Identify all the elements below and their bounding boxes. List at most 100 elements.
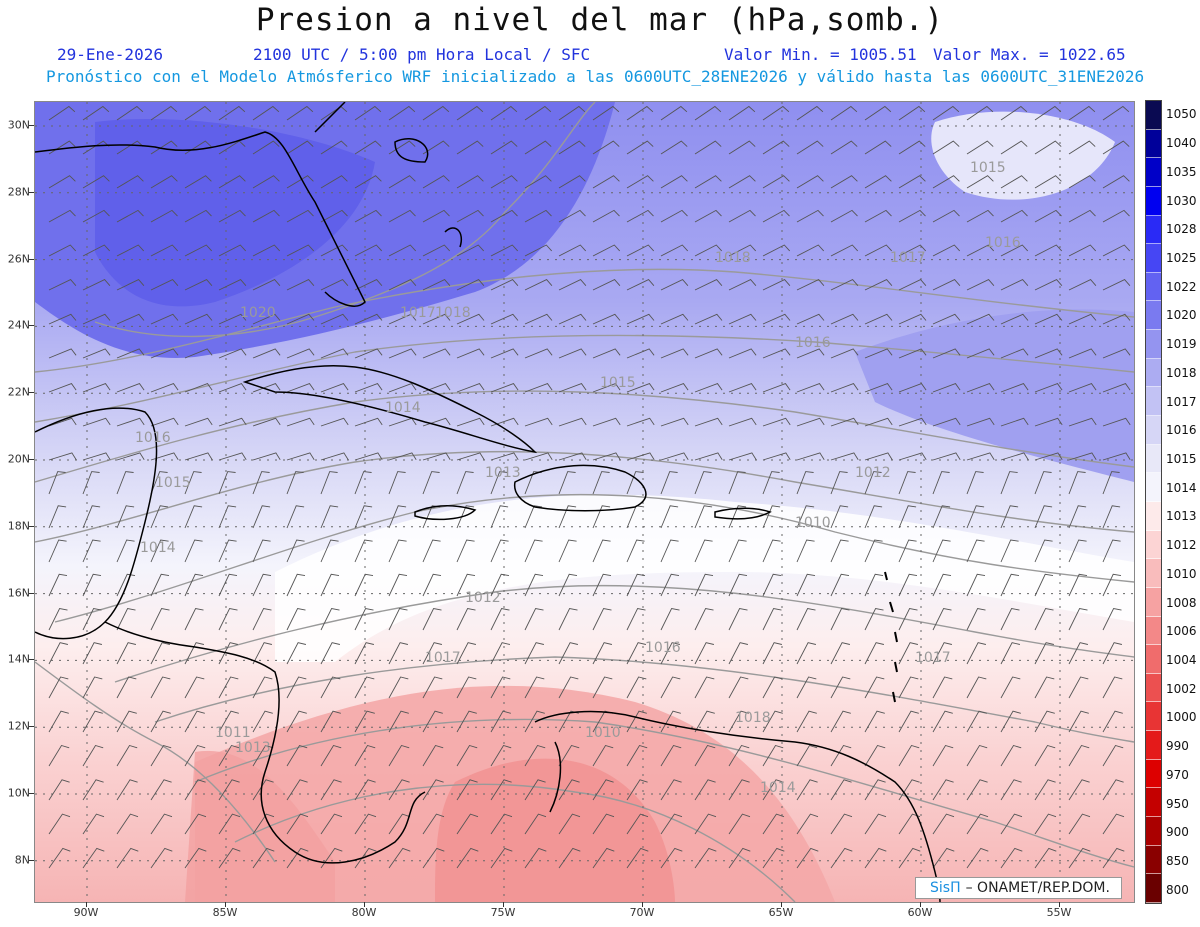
wind-barb bbox=[48, 573, 68, 597]
wind-barb bbox=[388, 209, 416, 223]
wind-barb bbox=[354, 847, 377, 869]
wind-barb bbox=[490, 417, 519, 427]
wind-barb bbox=[320, 847, 343, 869]
wind-barb bbox=[1102, 452, 1131, 461]
isobar-label: 1013 bbox=[485, 465, 521, 481]
wind-barb bbox=[864, 813, 887, 835]
color-scale-cell bbox=[1146, 759, 1161, 789]
wind-barb bbox=[728, 105, 756, 121]
wind-barb bbox=[422, 140, 450, 155]
latitude-tick bbox=[29, 325, 34, 327]
wind-barb bbox=[694, 813, 717, 835]
color-scale-label: 850 bbox=[1166, 853, 1189, 868]
wind-barb bbox=[490, 847, 513, 869]
wind-barb bbox=[354, 348, 383, 359]
latitude-label: 10N bbox=[7, 786, 30, 800]
wind-barb bbox=[1034, 642, 1055, 665]
isobar-coast-w bbox=[35, 661, 276, 863]
wind-barb bbox=[1034, 539, 1053, 563]
wind-barb bbox=[558, 209, 586, 223]
wind-barb bbox=[184, 847, 207, 869]
wind-barb bbox=[762, 471, 780, 495]
wind-barb bbox=[116, 313, 145, 325]
wind-barb bbox=[218, 539, 237, 563]
wind-barb bbox=[592, 313, 621, 325]
wind-barb bbox=[388, 847, 411, 869]
wind-barb bbox=[830, 140, 858, 155]
wind-barb bbox=[762, 710, 783, 733]
wind-barb bbox=[626, 279, 655, 291]
wind-barb bbox=[830, 813, 853, 835]
wind-barb bbox=[1068, 383, 1097, 393]
wind-barb bbox=[830, 744, 852, 767]
wind-barb bbox=[932, 140, 960, 155]
wind-barb bbox=[184, 348, 213, 359]
wind-barb bbox=[456, 209, 484, 223]
wind-barb bbox=[694, 573, 714, 597]
longitude-tick bbox=[503, 902, 504, 907]
wind-barb bbox=[830, 573, 850, 597]
wind-barb bbox=[660, 140, 688, 155]
wind-barb bbox=[82, 744, 104, 767]
wind-barb bbox=[116, 279, 145, 291]
wind-barb bbox=[660, 779, 682, 801]
wind-barb bbox=[320, 676, 341, 699]
wind-barb bbox=[286, 744, 308, 767]
wind-barb bbox=[150, 313, 179, 325]
color-scale-cell bbox=[1146, 129, 1161, 159]
pressure-map: 1015 1016 1017 1018 1020 1018 1017 1016 1015 1014… bbox=[34, 101, 1135, 903]
wind-barb bbox=[150, 417, 179, 427]
wind-barb bbox=[864, 140, 892, 155]
wind-barb bbox=[728, 813, 751, 835]
wind-barb bbox=[218, 417, 247, 427]
isobar-label: 1014 bbox=[140, 540, 176, 556]
wind-barb bbox=[1034, 140, 1062, 155]
wind-barb bbox=[1000, 573, 1020, 597]
wind-barb bbox=[1068, 847, 1091, 869]
wind-barb bbox=[932, 607, 952, 631]
wind-barb bbox=[728, 383, 757, 393]
wind-barb bbox=[728, 452, 757, 461]
wind-barb bbox=[558, 505, 577, 529]
longitude-tick bbox=[1059, 902, 1060, 907]
latitude-tick bbox=[29, 125, 34, 126]
color-scale-cell bbox=[1146, 158, 1161, 187]
wind-barb bbox=[728, 417, 757, 427]
wind-barb bbox=[660, 175, 688, 189]
isobar-1015 bbox=[35, 450, 1134, 543]
wind-barb bbox=[694, 452, 723, 461]
wind-barb bbox=[1000, 348, 1029, 359]
wind-barb bbox=[728, 348, 757, 359]
wind-barb bbox=[626, 140, 654, 155]
latitude-tick bbox=[29, 392, 34, 394]
wind-barb bbox=[966, 539, 985, 563]
wind-barb bbox=[762, 244, 791, 257]
wind-barb bbox=[864, 607, 884, 631]
isobar-label: 1015 bbox=[155, 475, 191, 491]
isobar-label: 1014 bbox=[760, 780, 796, 796]
wind-barb bbox=[422, 847, 445, 869]
wind-barb bbox=[218, 813, 241, 835]
wind-barb bbox=[286, 383, 315, 393]
wind-barb bbox=[286, 710, 307, 733]
isobar-label: 1016 bbox=[645, 640, 681, 656]
wind-barb bbox=[762, 539, 781, 563]
wind-barb bbox=[150, 573, 170, 597]
wind-barb bbox=[796, 313, 825, 325]
wind-barb bbox=[354, 175, 382, 189]
wind-barb bbox=[184, 209, 212, 223]
wind-barb bbox=[830, 348, 859, 359]
wind-barb bbox=[830, 471, 848, 495]
wind-barb bbox=[898, 539, 917, 563]
wind-barb bbox=[796, 279, 825, 291]
wind-barb bbox=[898, 244, 927, 257]
wind-barb bbox=[1034, 348, 1063, 359]
latitude-label: 18N bbox=[7, 519, 30, 533]
wind-barb bbox=[524, 505, 543, 529]
wind-barb bbox=[490, 710, 511, 733]
wind-barb bbox=[286, 676, 307, 699]
wind-barb bbox=[660, 607, 680, 631]
wind-barb bbox=[1000, 744, 1022, 767]
wind-barb bbox=[456, 244, 485, 257]
